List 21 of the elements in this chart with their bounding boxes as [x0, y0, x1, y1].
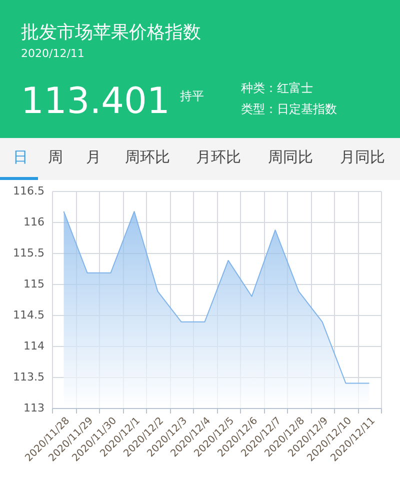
y-tick-label: 116 — [24, 216, 44, 228]
y-tick-label: 115 — [24, 278, 44, 290]
y-tick-label: 113 — [24, 402, 44, 414]
y-tick-label: 115.5 — [13, 246, 44, 260]
y-tick-label: 116.5 — [13, 184, 44, 198]
chart-title: 批发市场苹果价格指数 — [21, 21, 201, 44]
text: 月 — [86, 148, 101, 167]
text: 类型：日定基指数 — [241, 101, 337, 118]
text: 持平 — [180, 88, 204, 105]
y-tick-label: 114 — [24, 340, 44, 352]
text: 月环比 — [196, 148, 241, 167]
text: 113.401 — [21, 81, 170, 122]
y-tick-label: 114.5 — [13, 308, 44, 322]
text: 周环比 — [125, 148, 170, 167]
text: 种类：红富士 — [241, 80, 313, 97]
text: 周同比 — [268, 148, 313, 167]
text: 月同比 — [340, 148, 385, 167]
text: 周 — [48, 148, 63, 167]
text: 日 — [13, 148, 28, 167]
y-tick-label: 113.5 — [13, 370, 44, 384]
chart-subtitle: 2020/12/11 — [21, 47, 84, 60]
